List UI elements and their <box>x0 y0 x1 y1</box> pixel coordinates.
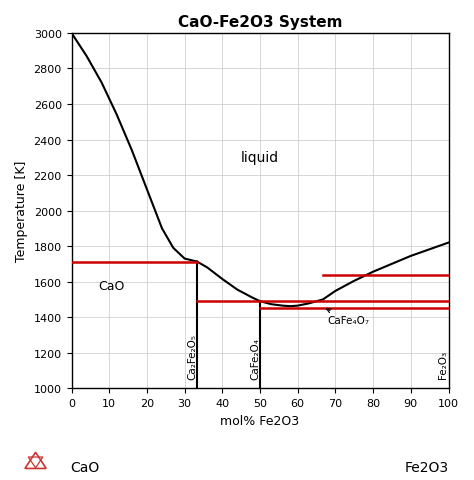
Y-axis label: Temperature [K]: Temperature [K] <box>15 161 28 262</box>
Title: CaO-Fe2O3 System: CaO-Fe2O3 System <box>178 15 342 30</box>
Text: Ca₂Fe₂O₅: Ca₂Fe₂O₅ <box>187 334 197 380</box>
Text: CaO: CaO <box>71 459 100 474</box>
Text: Fe₂O₃: Fe₂O₃ <box>438 350 448 378</box>
Text: liquid: liquid <box>241 151 279 165</box>
Text: CaFe₂O₄: CaFe₂O₄ <box>250 337 260 380</box>
Text: CaFe₄O₇: CaFe₄O₇ <box>327 309 370 325</box>
Text: Fe2O3: Fe2O3 <box>404 459 449 474</box>
Text: CaO: CaO <box>98 279 124 292</box>
X-axis label: mol% Fe2O3: mol% Fe2O3 <box>220 414 300 427</box>
